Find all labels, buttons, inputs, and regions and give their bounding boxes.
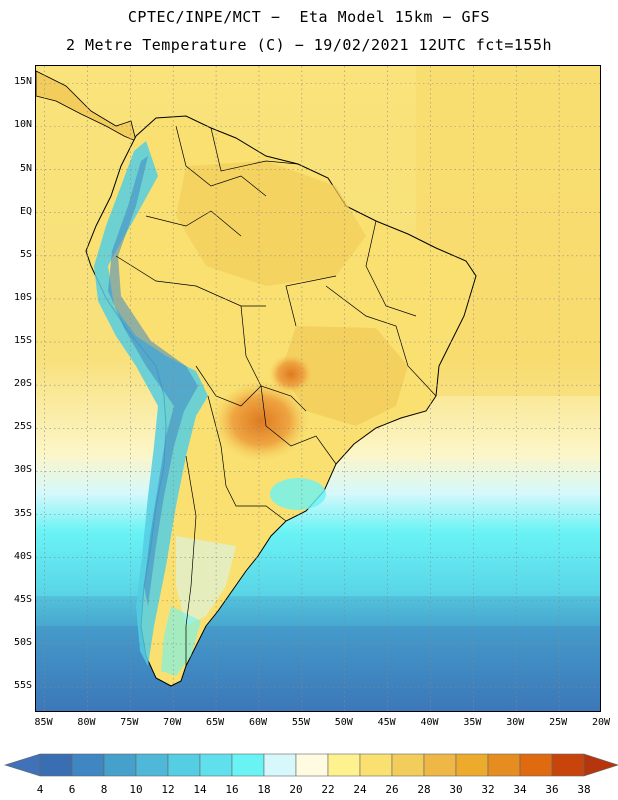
latitude-label: 25S: [13, 421, 32, 433]
longitude-label: 50W: [334, 717, 353, 728]
colorbar-swatch: [231, 753, 265, 777]
central-america-land: [36, 70, 137, 142]
temperature-map[interactable]: [35, 65, 601, 712]
colorbar-tick-label: 18: [257, 783, 271, 796]
colorbar-tick-label: 14: [193, 783, 207, 796]
colorbar-swatch: [359, 753, 393, 777]
country-borders: [115, 125, 437, 666]
pantanal-hot-spot: [269, 354, 313, 394]
longitude-label: 70W: [163, 717, 182, 728]
colorbar-swatch: [551, 753, 585, 777]
southeast-cool-pocket: [270, 478, 326, 510]
latitude-label: 55S: [13, 680, 32, 692]
latitude-label: 40S: [13, 550, 32, 562]
map-title: CPTEC/INPE/MCT − Eta Model 15km − GFS: [127, 8, 491, 26]
colorbar-swatch: [327, 753, 361, 777]
longitude-label: 60W: [248, 717, 267, 728]
colorbar-swatch: [71, 753, 105, 777]
colorbar-tick-label: 30: [449, 783, 463, 796]
colorbar-tick-label: 26: [385, 783, 399, 796]
colorbar-swatch: [263, 753, 297, 777]
colorbar-tick-label: 24: [353, 783, 367, 796]
colorbar-swatch: [199, 753, 233, 777]
latitude-label: 50S: [13, 636, 32, 648]
colorbar-tick-label: 20: [289, 783, 303, 796]
longitude-label: 85W: [34, 717, 53, 728]
latitude-label: 20S: [13, 378, 32, 390]
longitude-label: 35W: [463, 717, 482, 728]
colorbar-swatch: [455, 753, 489, 777]
latitude-label: 5N: [19, 162, 32, 174]
colorbar-swatch: [295, 753, 329, 777]
cool-ocean-band: [36, 536, 600, 596]
colorbar-tick-label: 34: [513, 783, 527, 796]
patagonia-mild: [176, 536, 236, 626]
colorbar-tick-label: 4: [36, 783, 44, 796]
colorbar-swatch: [167, 753, 201, 777]
longitude-label: 65W: [206, 717, 225, 728]
longitude-label: 55W: [291, 717, 310, 728]
longitude-label: 75W: [120, 717, 139, 728]
colorbar-below-arrow: [3, 753, 41, 777]
longitude-label: 30W: [506, 717, 525, 728]
colorbar-above-arrow: [583, 753, 618, 777]
colorbar-tick-label: 16: [225, 783, 239, 796]
longitude-label: 20W: [591, 717, 611, 728]
longitude-label: 80W: [77, 717, 96, 728]
latitude-label: 10N: [13, 119, 32, 131]
colorbar-tick-label: 8: [100, 783, 108, 796]
latitude-label: 5S: [19, 248, 32, 260]
colorbar-swatch: [487, 753, 521, 777]
temperature-colorbar: [3, 753, 618, 777]
colorbar-swatch: [39, 753, 73, 777]
latitude-label: 15N: [13, 76, 32, 88]
latitude-label: 30S: [13, 464, 32, 476]
central-brazil-zone: [281, 326, 408, 426]
map-canvas: [36, 66, 600, 711]
colorbar-swatch: [103, 753, 137, 777]
andes-cold-core: [108, 156, 198, 606]
amazon-warm-zone: [176, 161, 366, 286]
colorbar-tick-label: 6: [68, 783, 76, 796]
latitude-label: 15S: [13, 335, 32, 347]
longitude-label: 45W: [377, 717, 396, 728]
colorbar-tick-label: 38: [577, 783, 591, 796]
map-subtitle: 2 Metre Temperature (C) − 19/02/2021 12U…: [65, 36, 553, 54]
colorbar-boxes: [39, 753, 585, 777]
colorbar-tick-label: 32: [481, 783, 495, 796]
patagonia-cool: [161, 606, 201, 676]
colorbar-swatch: [391, 753, 425, 777]
latitude-label: 35S: [13, 507, 32, 519]
longitude-label: 40W: [420, 717, 439, 728]
colorbar-tick-label: 10: [129, 783, 143, 796]
colorbar-swatch: [519, 753, 553, 777]
latitude-label: EQ: [19, 205, 32, 217]
colorbar-tick-label: 36: [545, 783, 559, 796]
colorbar-tick-label: 22: [321, 783, 335, 796]
colorbar-swatch: [135, 753, 169, 777]
latitude-label: 45S: [13, 593, 32, 605]
latitude-label: 10S: [13, 291, 32, 303]
colorbar-tick-label: 12: [161, 783, 175, 796]
longitude-label: 25W: [549, 717, 568, 728]
colorbar-swatch: [423, 753, 457, 777]
cold-ocean-band: [36, 626, 600, 711]
colorbar-tick-label: 28: [417, 783, 431, 796]
